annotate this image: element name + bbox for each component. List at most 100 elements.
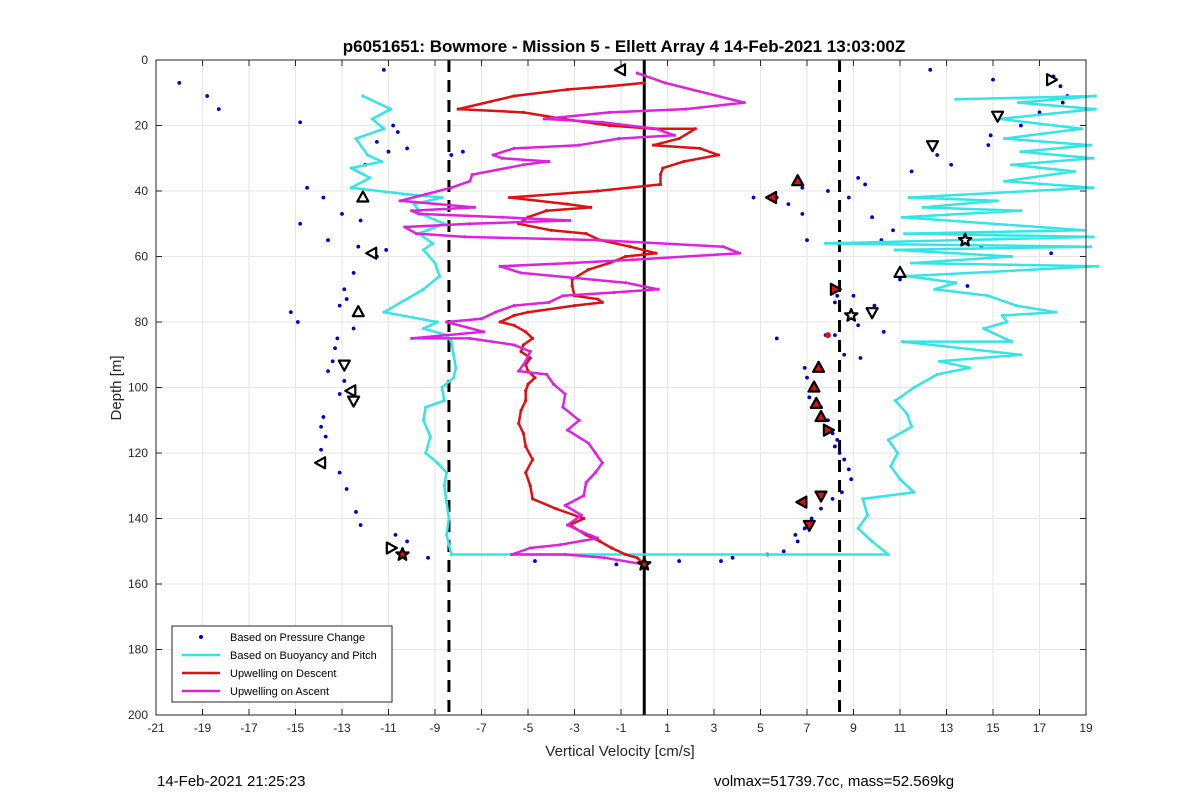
series-vertex-2: [596, 297, 600, 301]
pressure-point: [342, 287, 347, 292]
series-vertex-3: [472, 205, 477, 209]
pressure-point: [898, 277, 902, 282]
series-vertex-1: [435, 320, 439, 324]
pressure-point: [449, 153, 454, 157]
series-vertex-1: [452, 376, 456, 380]
pressure-point: [781, 549, 786, 554]
pressure-point: [935, 153, 940, 157]
pressure-point: [205, 94, 210, 98]
series-vertex-3: [596, 536, 600, 540]
series-vertex-2: [610, 546, 614, 550]
pressure-point: [319, 447, 323, 452]
series-vertex-1: [454, 366, 458, 370]
series-vertex-3: [493, 310, 498, 314]
series-vertex-1: [421, 287, 425, 291]
series-vertex-3: [468, 222, 472, 226]
pressure-point: [802, 526, 807, 531]
series-vertex-1: [379, 159, 384, 164]
y-tick-label: 60: [135, 250, 149, 264]
series-vertex-1: [1091, 235, 1095, 239]
series-vertex-2: [598, 539, 602, 544]
marker-tri-down: [347, 395, 361, 408]
series-vertex-1: [438, 274, 442, 278]
series-vertex-2: [533, 376, 537, 380]
pressure-point: [842, 457, 847, 462]
pressure-point: [374, 139, 379, 144]
series-vertex-1: [442, 399, 446, 403]
series-vertex-3: [577, 418, 581, 422]
series-vertex-3: [593, 451, 598, 455]
series-vertex-3: [565, 523, 570, 527]
legend-label: Based on Pressure Change: [230, 632, 365, 644]
marker-tri-down: [865, 307, 879, 320]
pressure-point: [386, 149, 391, 154]
series-vertex-2: [517, 421, 521, 426]
series-vertex-1: [421, 418, 425, 422]
series-vertex-1: [354, 137, 358, 141]
x-tick-label: -11: [380, 721, 397, 735]
series-vertex-3: [584, 480, 588, 485]
reference-lines: [447, 60, 842, 715]
pressure-point: [381, 67, 386, 72]
series-vertex-2: [658, 173, 663, 177]
series-vertex-1: [1003, 179, 1007, 183]
series-vertex-3: [600, 120, 605, 124]
pressure-point: [881, 329, 886, 334]
marker-tri-up: [811, 360, 826, 373]
x-tick-label: 11: [894, 721, 907, 735]
pressure-point: [856, 323, 861, 328]
series-vertex-2: [565, 87, 570, 92]
series-vertex-3: [565, 428, 570, 432]
pressure-point: [177, 81, 182, 85]
pressure-point: [321, 195, 326, 200]
series-vertex-2: [717, 153, 721, 157]
timestamp-footer: 14-Feb-2021 21:25:23: [157, 773, 306, 790]
y-tick-label: 80: [135, 315, 149, 329]
series-vertex-1: [910, 425, 914, 429]
series-vertex-3: [635, 71, 639, 75]
series-vertex-2: [586, 268, 591, 272]
x-tick-label: 9: [850, 721, 857, 735]
pressure-point: [800, 185, 805, 190]
glider-params-footer: volmax=51739.7cc, mass=52.569kg: [714, 773, 955, 790]
series-vertex-2: [524, 330, 528, 334]
series-vertex-1: [361, 94, 365, 98]
pressure-point: [1049, 251, 1054, 256]
series-vertex-3: [663, 81, 667, 85]
legend: Based on Pressure Change Based on Buoyanc…: [171, 625, 393, 703]
pressure-point: [326, 238, 330, 243]
pressure-point: [358, 218, 363, 223]
series-vertex-3: [463, 235, 467, 239]
series-vertex-3: [470, 173, 474, 177]
series-vertex-2: [528, 356, 532, 360]
marker-tri-left: [365, 246, 378, 260]
series-vertex-1: [442, 484, 446, 488]
series-vertex-2: [596, 189, 600, 193]
series-vertex-2: [545, 209, 549, 213]
series-vertex-3: [398, 199, 402, 203]
series-vertex-2: [507, 195, 511, 200]
y-tick-label: 160: [128, 577, 148, 591]
pressure-point: [805, 375, 809, 380]
series-vertex-1: [907, 195, 911, 200]
pressure-point: [337, 392, 342, 396]
pressure-point: [426, 555, 430, 560]
pressure-point: [677, 559, 682, 563]
series-vertex-2: [512, 313, 516, 318]
series-vertex-3: [500, 156, 505, 160]
series-vertex-1: [861, 497, 865, 501]
series-vertex-2: [658, 182, 663, 187]
pressure-point: [809, 516, 814, 521]
series-vertex-1: [452, 353, 456, 357]
series-vertex-1: [900, 340, 904, 344]
series-vertex-2: [521, 110, 525, 114]
y-tick-label: 40: [135, 184, 149, 198]
pressure-point: [833, 300, 837, 305]
series-vertex-3: [491, 153, 495, 157]
series-vertex-3: [482, 330, 486, 334]
series-vertex-1: [440, 385, 444, 390]
pressure-point: [1058, 84, 1063, 89]
series-vertex-2: [677, 137, 681, 141]
series-vertex-1: [365, 153, 370, 157]
